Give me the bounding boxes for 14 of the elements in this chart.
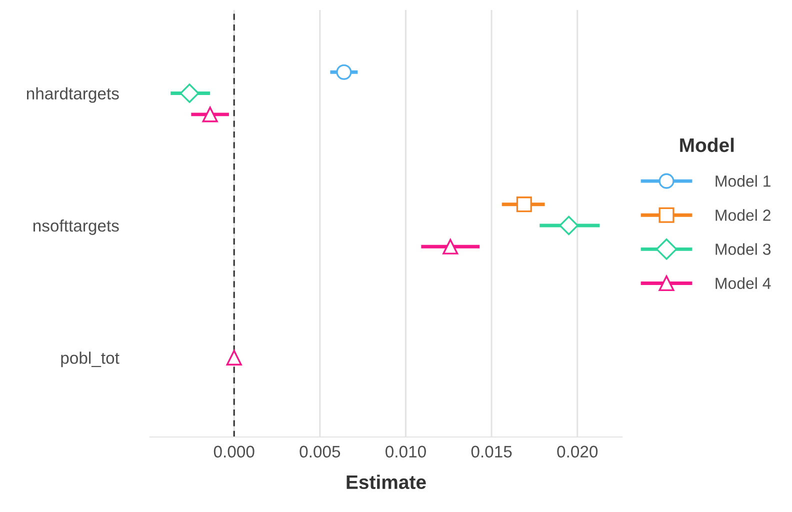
x-tick-label: 0.010 bbox=[386, 446, 426, 458]
legend-label: Model 1 bbox=[716, 175, 770, 187]
y-tick-label: nhardtargets bbox=[26, 87, 119, 103]
x-axis-title: Estimate bbox=[346, 474, 426, 490]
x-tick-label: 0.020 bbox=[557, 446, 598, 458]
legend-title: Model bbox=[680, 138, 734, 152]
legend-label: Model 2 bbox=[716, 209, 770, 221]
x-tick-label: 0.000 bbox=[214, 446, 254, 458]
legend-label: Model 4 bbox=[716, 277, 771, 289]
y-tick-label: nsofttargets bbox=[33, 219, 119, 235]
x-tick-label: 0.005 bbox=[300, 446, 340, 458]
legend-label: Model 3 bbox=[716, 243, 771, 255]
x-tick-label: 0.015 bbox=[471, 446, 512, 458]
y-tick-label: pobl_tot bbox=[61, 352, 120, 368]
